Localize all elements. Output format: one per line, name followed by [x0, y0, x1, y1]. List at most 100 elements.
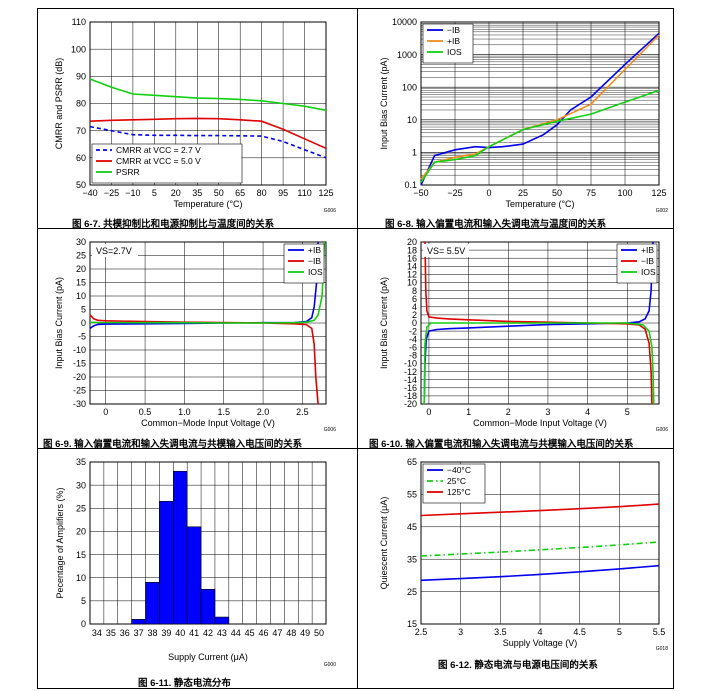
x-tick-label: −25 [104, 188, 119, 198]
y-tick-label: 10 [407, 278, 417, 288]
y-tick-label: 20 [76, 264, 86, 274]
series-line [420, 564, 660, 582]
x-tick-label: 34 [92, 628, 102, 638]
caption-fig-6-9: 图 6-9. 输入偏置电流和输入失调电流与共模输入电压间的关系 [43, 439, 303, 450]
x-tick-label: 0.5 [139, 407, 152, 417]
chart-fig611: 0 5 10 15 20 25 30 35 34 35 36 37 38 39 40 41 42 43 44 45 46… [55, 457, 336, 668]
y-tick-label: -10 [73, 345, 86, 355]
histogram-bar [186, 526, 202, 625]
x-tick-label: 25 [518, 188, 528, 198]
y-tick-label: 8 [412, 286, 417, 296]
chart-fig612: 15 25 35 45 55 65 2.5 3 3.5 4 4.5 5 5.5 Supply Voltag… [379, 457, 668, 652]
x-tick-label: 0 [103, 407, 108, 417]
y-tick-label: -20 [73, 372, 86, 382]
x-tick-label: 50 [314, 628, 324, 638]
y-tick-label: 18 [407, 245, 417, 255]
x-tick-label: 100 [617, 188, 632, 198]
y-tick-label: -6 [409, 343, 417, 353]
x-tick-label: 5 [617, 627, 622, 637]
y-tick-label: 10 [76, 291, 86, 301]
x-tick-label: 0 [426, 407, 431, 417]
x-axis-label: Temperature (°C) [505, 199, 574, 209]
figure-code: G000 [324, 662, 336, 668]
x-tick-label: 75 [586, 188, 596, 198]
x-tick-label: 80 [257, 188, 267, 198]
plot-border [420, 21, 660, 186]
x-tick-label: 39 [161, 628, 171, 638]
plot-border [420, 241, 660, 405]
y-tick-label: -5 [78, 332, 86, 342]
chart-fig610: -20-18-16-14-12-10-8-6-4-202468101214161… [379, 237, 668, 433]
y-tick-label: 5 [81, 305, 86, 315]
legend-label: 25°C [447, 476, 466, 486]
histogram-bar [159, 501, 174, 625]
y-tick-label: 30 [76, 480, 86, 490]
series-line [420, 541, 660, 557]
x-tick-label: 45 [245, 628, 255, 638]
series-line [89, 78, 327, 112]
x-tick-label: 4 [585, 407, 590, 417]
y-axis-label: Quiescent Current (μA) [379, 497, 389, 590]
y-tick-label: -12 [404, 367, 417, 377]
x-tick-label: 35 [192, 188, 202, 198]
y-tick-label: 15 [407, 619, 417, 629]
y-tick-label: -16 [404, 383, 417, 393]
y-tick-label: -15 [73, 359, 86, 369]
x-tick-label: 125 [651, 188, 666, 198]
x-axis-label: Supply Voltage (V) [503, 638, 578, 648]
figure-code: G002 [656, 208, 668, 214]
figure-code: G006 [324, 208, 336, 214]
annotation-text: VS= 5.5V [427, 246, 465, 256]
legend-label: −IB [308, 256, 321, 266]
annotation-text: VS=2.7V [96, 246, 132, 256]
x-tick-label: 2.0 [257, 407, 270, 417]
x-axis-label: Common−Mode Input Voltage (V) [473, 418, 607, 428]
supply-annotation: VS=2.7V [92, 244, 138, 257]
y-tick-label: 25 [407, 587, 417, 597]
series-line [423, 241, 654, 405]
x-tick-label: 2 [506, 407, 511, 417]
series-line [424, 241, 653, 405]
y-tick-label: 15 [76, 278, 86, 288]
x-axis-label: Temperature (°C) [173, 199, 242, 209]
x-tick-label: 5 [625, 407, 630, 417]
legend-label: CMRR at VCC = 5.0 V [116, 156, 201, 166]
legend-label: +IB [308, 245, 321, 255]
x-tick-label: 20 [171, 188, 181, 198]
y-tick-label: 6 [412, 294, 417, 304]
x-tick-label: 43 [217, 628, 227, 638]
y-tick-label: 2 [412, 310, 417, 320]
caption-fig-6-8: 图 6-8. 输入偏置电流和输入失调电流与温度间的关系 [385, 219, 607, 230]
figure-code: G018 [656, 646, 668, 652]
x-tick-label: −25 [447, 188, 462, 198]
legend-label: IOS [308, 267, 323, 277]
figure-code: G006 [324, 427, 336, 433]
y-tick-label: -20 [404, 399, 417, 409]
outer-frame [37, 8, 674, 689]
x-tick-label: 95 [278, 188, 288, 198]
y-tick-label: 100 [71, 44, 86, 54]
chart-fig67: 50 60 70 80 90 100 110 −40 −25 −10 5 20 35 50 65 80 95 11… [54, 17, 336, 214]
y-tick-label: -18 [404, 391, 417, 401]
x-tick-label: 1.5 [217, 407, 230, 417]
y-tick-label: 15 [76, 550, 86, 560]
y-tick-label: 10 [76, 573, 86, 583]
y-tick-label: 14 [407, 262, 417, 272]
x-tick-label: 48 [286, 628, 296, 638]
legend-label: 125°C [447, 487, 471, 497]
y-tick-label: 1 [412, 148, 417, 158]
x-tick-label: 40 [175, 628, 185, 638]
x-tick-label: 2.5 [415, 627, 428, 637]
legend-label: +IB [641, 245, 654, 255]
y-tick-label: 45 [407, 522, 417, 532]
series-line [420, 503, 660, 517]
y-tick-label: 30 [76, 237, 86, 247]
y-tick-label: 90 [76, 72, 86, 82]
y-tick-label: -4 [409, 334, 417, 344]
x-tick-label: 37 [134, 628, 144, 638]
legend-label: +IB [447, 36, 460, 46]
plot-border [420, 461, 660, 625]
